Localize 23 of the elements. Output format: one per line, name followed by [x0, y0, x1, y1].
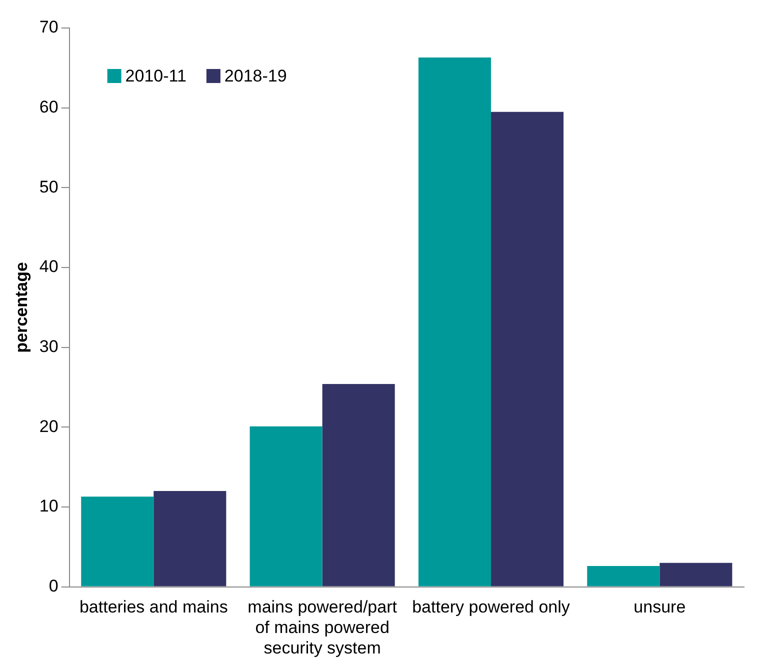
bar — [154, 491, 226, 586]
y-tick-label: 30 — [39, 337, 58, 356]
y-tick-label: 10 — [39, 496, 58, 516]
bar — [322, 384, 395, 586]
y-tick-label: 40 — [39, 257, 58, 276]
legend-label: 2010-11 — [125, 66, 186, 86]
x-tick-label: batteries and mains — [79, 598, 228, 617]
y-tick-label: 0 — [48, 576, 58, 596]
legend-label: 2018-19 — [224, 66, 287, 86]
bar — [250, 426, 322, 586]
bar — [660, 562, 732, 586]
y-tick-label: 50 — [39, 177, 58, 196]
bar — [490, 112, 564, 586]
y-tick-label: 70 — [39, 18, 58, 37]
x-tick-label: battery powered only — [412, 598, 570, 617]
y-tick-label: 20 — [39, 416, 58, 436]
x-tick-label: mains powered/part of mains powered security system — [248, 598, 398, 658]
bar — [587, 566, 660, 586]
y-axis-title: percentage — [12, 262, 31, 353]
y-tick-label: 60 — [39, 98, 58, 117]
bar — [418, 58, 491, 586]
x-tick-label: unsure — [634, 598, 686, 617]
bar — [81, 496, 154, 586]
